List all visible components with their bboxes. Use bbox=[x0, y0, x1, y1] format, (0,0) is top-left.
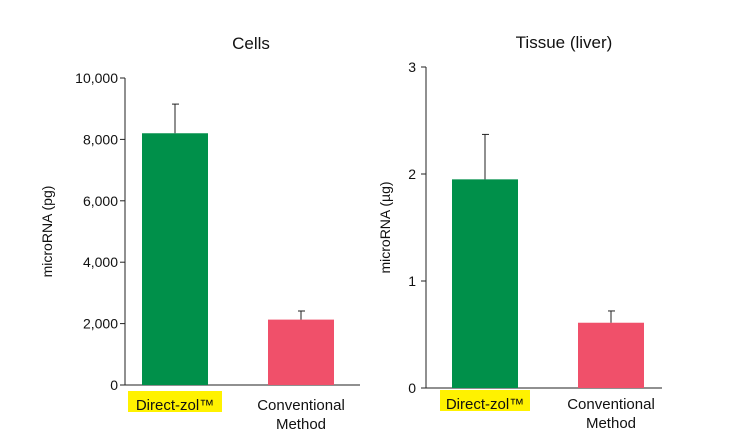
y-tick-label: 6,000 bbox=[83, 193, 118, 209]
chart-title: Cells bbox=[232, 34, 270, 53]
y-tick-label: 1 bbox=[408, 273, 416, 289]
chart-title: Tissue (liver) bbox=[516, 33, 613, 52]
bar-1 bbox=[578, 322, 644, 388]
category-label: Direct-zol™ bbox=[136, 397, 214, 414]
y-tick-label: 10,000 bbox=[75, 70, 118, 86]
category-highlight bbox=[128, 391, 222, 412]
y-axis-label: microRNA (µg) bbox=[377, 181, 393, 273]
y-tick-label: 2 bbox=[408, 166, 416, 182]
bar-0 bbox=[452, 179, 518, 388]
chart-panel-0: Cells microRNA (pg) 0 2,000 4,000 6,000 8,000 1… bbox=[39, 34, 360, 433]
y-tick-label: 0 bbox=[408, 380, 416, 396]
category-label: Conventional bbox=[257, 397, 345, 414]
y-tick-label: 8,000 bbox=[83, 131, 118, 147]
y-tick-label: 0 bbox=[110, 377, 118, 393]
chart-panel-1: Tissue (liver) microRNA (µg) 0 1 2 3 Direct-zo… bbox=[377, 33, 662, 432]
category-highlight bbox=[440, 390, 530, 411]
category-label: Method bbox=[276, 416, 326, 433]
y-axis-label: microRNA (pg) bbox=[39, 186, 55, 278]
y-tick-label: 2,000 bbox=[83, 316, 118, 332]
category-label: Direct-zol™ bbox=[446, 396, 524, 413]
y-tick-label: 3 bbox=[408, 59, 416, 75]
bar-1 bbox=[268, 319, 334, 385]
y-tick-label: 4,000 bbox=[83, 254, 118, 270]
bar-0 bbox=[142, 133, 208, 385]
category-label: Conventional bbox=[567, 396, 655, 413]
category-label: Method bbox=[586, 415, 636, 432]
